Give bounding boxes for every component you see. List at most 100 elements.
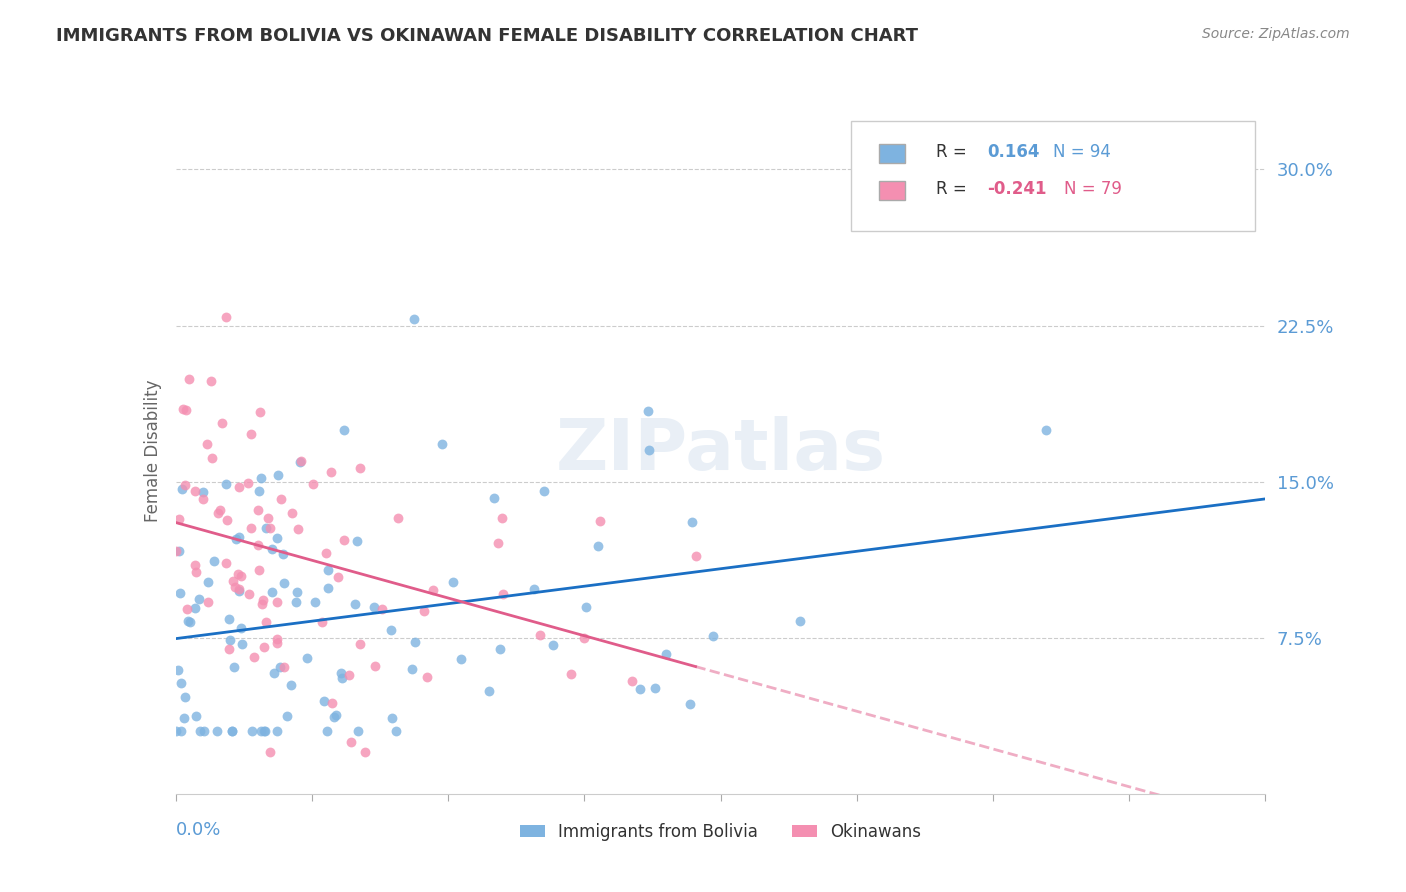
Point — [315, 546, 337, 560]
Point — [311, 615, 333, 629]
Point — [211, 416, 233, 430]
Point — [165, 724, 187, 739]
Point — [285, 585, 308, 599]
Point — [343, 597, 366, 611]
Text: N = 79: N = 79 — [1064, 180, 1122, 198]
Point — [353, 745, 375, 759]
Text: -0.241: -0.241 — [987, 180, 1047, 198]
Point — [330, 671, 353, 685]
Point — [628, 682, 651, 697]
Text: R =: R = — [936, 180, 973, 198]
Point — [316, 582, 339, 596]
Text: R =: R = — [936, 143, 973, 161]
Point — [253, 724, 276, 739]
Point — [380, 623, 402, 637]
Point — [271, 547, 294, 561]
Point — [381, 711, 404, 725]
Point — [218, 641, 240, 656]
Point — [523, 582, 546, 596]
Point — [295, 651, 318, 665]
Point — [228, 584, 250, 599]
Point — [246, 538, 269, 552]
Point — [229, 569, 252, 583]
Point — [174, 690, 197, 705]
Point — [184, 484, 207, 499]
Point — [371, 601, 394, 615]
Point — [254, 521, 277, 535]
Point — [637, 404, 659, 418]
Point — [312, 693, 335, 707]
Point — [165, 543, 187, 558]
Point — [229, 621, 252, 635]
Point — [184, 558, 207, 573]
Point — [543, 638, 565, 652]
Point — [200, 375, 222, 389]
Point — [322, 710, 344, 724]
Point — [238, 476, 260, 491]
Point — [177, 372, 200, 386]
Point — [225, 533, 247, 547]
Point — [174, 402, 197, 417]
Point — [280, 677, 302, 691]
Point — [197, 574, 219, 589]
Point — [177, 614, 200, 628]
Point — [621, 673, 644, 688]
Point — [560, 666, 582, 681]
Point — [224, 581, 246, 595]
Point — [586, 540, 609, 554]
Text: N = 94: N = 94 — [1053, 143, 1111, 161]
Point — [179, 615, 201, 629]
Point — [249, 483, 271, 498]
Y-axis label: Female Disability: Female Disability — [143, 379, 162, 522]
Point — [301, 476, 323, 491]
Point — [1035, 423, 1057, 437]
Point — [685, 549, 707, 563]
Point — [246, 503, 269, 517]
Point — [430, 436, 453, 450]
Point — [276, 708, 298, 723]
FancyBboxPatch shape — [879, 181, 904, 201]
Point — [184, 708, 207, 723]
Point — [253, 724, 276, 739]
Point — [215, 556, 238, 570]
Point — [173, 711, 195, 725]
Point — [215, 477, 238, 491]
Point — [221, 724, 243, 739]
Point — [231, 637, 253, 651]
Point — [262, 585, 284, 599]
Point — [486, 536, 509, 550]
Point — [702, 629, 724, 643]
Point — [533, 484, 555, 499]
Text: Source: ZipAtlas.com: Source: ZipAtlas.com — [1202, 27, 1350, 41]
Point — [176, 601, 198, 615]
Point — [253, 640, 276, 654]
Point — [387, 511, 409, 525]
Point — [238, 586, 260, 600]
Point — [575, 600, 598, 615]
Point — [529, 628, 551, 642]
Point — [572, 631, 595, 645]
Point — [273, 576, 295, 591]
Point — [422, 583, 444, 598]
Point — [207, 506, 229, 520]
Point — [240, 724, 263, 739]
Point — [321, 696, 343, 710]
Point — [364, 659, 387, 673]
Point — [349, 461, 371, 475]
Point — [401, 662, 423, 676]
Point — [319, 465, 342, 479]
Point — [267, 467, 290, 482]
Point — [263, 665, 285, 680]
Point — [325, 708, 347, 723]
Point — [315, 724, 337, 739]
Point — [450, 651, 472, 665]
Point — [280, 506, 302, 520]
Point — [266, 594, 288, 608]
Point — [222, 659, 245, 673]
Point — [259, 745, 281, 759]
Point — [337, 668, 360, 682]
Point — [202, 554, 225, 568]
Point — [588, 514, 610, 528]
Point — [197, 595, 219, 609]
Point — [169, 586, 191, 600]
